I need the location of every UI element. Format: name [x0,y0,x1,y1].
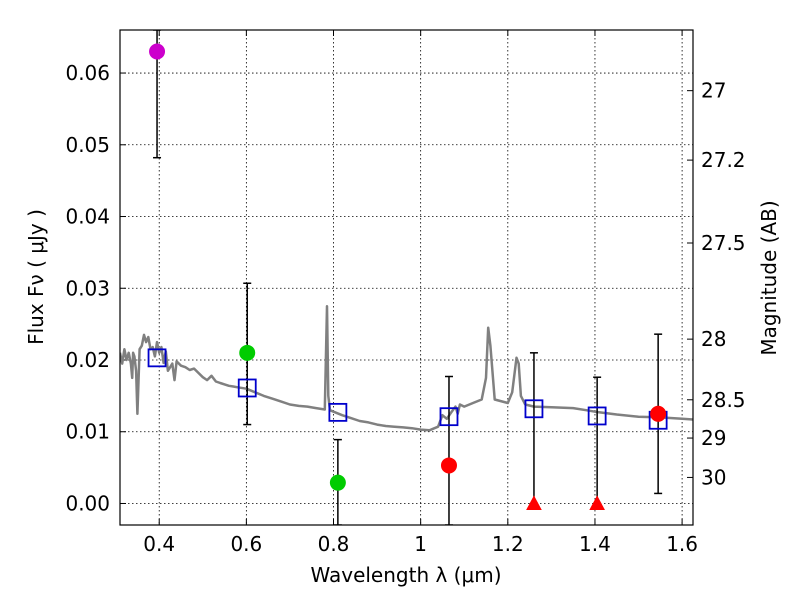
model-photometry-square [587,406,607,426]
data-area [120,30,693,525]
model-photometry-square [328,402,348,422]
y2-tick-label: 27.2 [701,148,746,172]
observed-flux-point [329,474,346,491]
y-tick-label: 0.00 [65,491,110,515]
y2-tick-label: 30 [701,465,726,489]
observed-flux-point [239,344,256,361]
x-tick-label: 0.8 [318,532,350,556]
y-tick-label: 0.02 [65,348,110,372]
y2-tick-label: 29 [701,426,726,450]
model-photometry-square [147,348,167,368]
y-tick-label: 0.05 [65,133,110,157]
observed-flux-point [650,405,667,422]
x-tick-label: 0.6 [230,532,262,556]
y2-tick-label: 27.5 [701,231,746,255]
model-photometry-square [237,378,257,398]
y-tick-label: 0.06 [65,61,110,85]
y2-tick-label: 28.5 [701,388,746,412]
y2-axis-ticks: 27 27.2 27.5 28 28.5 29 30 [687,79,746,489]
y-axis-ticks: 0.00 0.01 0.02 0.03 0.04 0.05 0.06 [65,61,126,515]
y-tick-label: 0.04 [65,205,110,229]
y-axis-label: Flux Fν ( μJy ) [24,209,48,345]
x-axis-ticks: 0.4 0.6 0.8 1 1.2 1.4 1.6 [143,30,698,556]
x-tick-label: 1.6 [666,532,698,556]
plot-frame [119,29,694,526]
y2-tick-label: 27 [701,79,726,103]
x-tick-label: 1.4 [579,532,611,556]
y-tick-label: 0.03 [65,276,110,300]
y2-tick-label: 28 [701,327,726,351]
x-axis-label: Wavelength λ (μm) [310,563,501,587]
observed-upper-limit-triangle [526,495,542,510]
model-photometry-square [524,399,544,419]
x-tick-label: 1.2 [492,532,524,556]
x-tick-label: 1 [414,532,427,556]
observed-upper-limit-triangle [589,495,605,510]
x-tick-label: 0.4 [143,532,175,556]
y2-axis-label: Magnitude (AB) [757,200,781,355]
model-photometry-square [439,407,459,427]
observed-flux-point [149,43,166,60]
observed-flux-point [440,457,457,474]
y-tick-label: 0.01 [65,420,110,444]
